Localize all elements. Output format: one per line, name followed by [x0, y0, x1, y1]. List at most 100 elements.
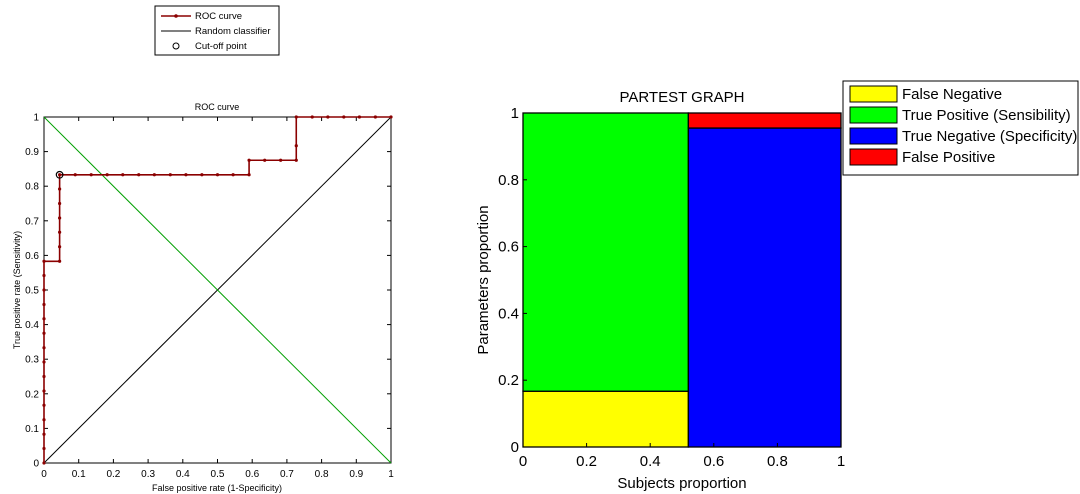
- roc-y-tick-label: 0.9: [25, 147, 39, 158]
- partest-title: PARTEST GRAPH: [619, 89, 744, 106]
- roc-x-tick-label: 1: [388, 469, 394, 480]
- roc-curve-point: [42, 346, 46, 350]
- roc-curve-point: [42, 273, 46, 278]
- roc-y-tick-label: 0.4: [25, 320, 39, 331]
- roc-x-tick-label: 0.9: [349, 469, 363, 480]
- roc-curve-point: [247, 158, 251, 162]
- roc-curve-point: [42, 403, 46, 407]
- roc-curve-point: [342, 115, 346, 119]
- partest-x-tick-label: 1: [837, 453, 845, 470]
- partest-legend-label-fn: False Negative: [902, 86, 1002, 103]
- roc-curve-point: [42, 432, 46, 436]
- roc-y-tick-label: 0.2: [25, 389, 39, 400]
- partest-segments: [522, 112, 842, 448]
- partest-y-tick-label: 1: [511, 105, 519, 122]
- partest-segment-true-positive: [522, 112, 690, 392]
- roc-curve-point: [58, 245, 62, 249]
- partest-y-tick-label: 0.4: [498, 305, 519, 322]
- roc-curve-point: [42, 360, 46, 364]
- roc-legend: ROC curve Random classifier Cut-off poin…: [154, 5, 280, 56]
- partest-axes-box: [522, 112, 842, 448]
- partest-legend-label-fp: False Positive: [902, 149, 995, 166]
- roc-curve-point: [279, 158, 283, 162]
- roc-curve-point: [89, 173, 93, 177]
- roc-curve-point: [389, 115, 393, 119]
- roc-curve-point: [42, 259, 46, 263]
- roc-curve-point: [357, 115, 362, 119]
- roc-curve-point: [184, 173, 188, 177]
- roc-legend-label-random: Random classifier: [195, 26, 271, 37]
- partest-legend-swatch-tn: [849, 127, 898, 145]
- roc-curve-point: [42, 418, 46, 422]
- partest-y-ticks: 0 0.2 0.4 0.6 0.8 1: [498, 105, 527, 456]
- partest-x-tick-label: 0: [519, 453, 527, 470]
- roc-y-ticks: 0 0.1 0.2 0.3 0.4 0.5 0.6 0.7 0.8 0.9 1: [25, 113, 391, 470]
- partest-legend-swatch-fn: [849, 85, 898, 103]
- roc-curve-point: [294, 158, 298, 162]
- roc-curve-point: [215, 173, 220, 177]
- roc-curve-point: [58, 216, 62, 220]
- partest-x-axis-label: Subjects proportion: [617, 475, 746, 492]
- roc-curve-point: [105, 173, 109, 177]
- roc-plot-area: 0 0.1 0.2 0.3 0.4 0.5 0.6 0.7 0.8 0.9 1 0 0.1 0.2 0.3…: [25, 113, 394, 481]
- roc-curve-point: [373, 115, 377, 119]
- roc-title: ROC curve: [195, 102, 240, 112]
- roc-x-tick-label: 0.7: [280, 469, 294, 480]
- roc-legend-marker-roc: [174, 14, 178, 18]
- roc-x-tick-label: 0.5: [211, 469, 225, 480]
- roc-legend-label-roc: ROC curve: [195, 11, 242, 22]
- roc-curve-point: [42, 446, 46, 451]
- partest-x-ticks: 0 0.2 0.4 0.6 0.8 1: [519, 443, 845, 470]
- roc-curve-point: [58, 259, 62, 263]
- roc-y-tick-label: 0.5: [25, 286, 39, 297]
- roc-curve-point: [168, 173, 172, 177]
- roc-curve-point: [58, 187, 62, 191]
- roc-curve-point: [42, 389, 46, 393]
- roc-curve-point: [326, 115, 330, 119]
- partest-y-tick-label: 0: [511, 439, 519, 456]
- partest-legend-label-tp: True Positive (Sensibility): [902, 107, 1071, 124]
- roc-curve-point: [294, 144, 298, 148]
- partest-legend-swatch-tp: [849, 106, 898, 124]
- roc-y-tick-label: 0.3: [25, 355, 39, 366]
- roc-x-tick-label: 0.4: [176, 469, 190, 480]
- partest-y-tick-label: 0.8: [498, 172, 519, 189]
- cutoff-point-marker: [55, 170, 64, 179]
- partest-segment-true-negative: [687, 127, 842, 448]
- roc-curve-point: [73, 173, 77, 177]
- roc-y-axis-label: True positive rate (Sensitivity): [12, 231, 22, 349]
- partest-plot-area: 0 0.2 0.4 0.6 0.8 1 0 0.2 0.4 0.6 0.8 1: [498, 105, 845, 470]
- roc-curve-line: [43, 116, 391, 463]
- roc-curve-point: [42, 331, 46, 335]
- partest-legend-swatch-fp: [849, 148, 898, 166]
- roc-curve-point: [42, 461, 46, 465]
- roc-curve-point: [263, 158, 267, 162]
- roc-x-tick-label: 0.6: [245, 469, 259, 480]
- partest-legend: False Negative True Positive (Sensibilit…: [842, 80, 1079, 176]
- roc-curve-point: [42, 374, 46, 379]
- roc-y-tick-label: 1: [33, 113, 39, 124]
- roc-y-tick-label: 0.7: [25, 216, 39, 227]
- roc-curve-point: [137, 173, 141, 177]
- roc-x-axis-label: False positive rate (1-Specificity): [152, 483, 282, 493]
- roc-curve-point: [121, 173, 125, 177]
- partest-y-tick-label: 0.6: [498, 239, 519, 256]
- roc-x-tick-label: 0.2: [106, 469, 120, 480]
- roc-curve-point: [294, 115, 298, 119]
- roc-series-group: [42, 115, 393, 465]
- roc-legend-label-cutoff: Cut-off point: [195, 41, 247, 52]
- partest-segment-false-positive: [687, 112, 842, 129]
- roc-y-tick-label: 0.1: [25, 424, 39, 435]
- roc-x-tick-label: 0.3: [141, 469, 155, 480]
- partest-x-tick-label: 0.6: [703, 453, 724, 470]
- roc-x-tick-label: 0.1: [72, 469, 86, 480]
- roc-curve-point: [231, 173, 235, 177]
- roc-curve-point: [200, 173, 204, 177]
- roc-curve-point: [58, 230, 62, 234]
- roc-curve-point: [58, 173, 62, 177]
- roc-y-tick-label: 0.6: [25, 251, 39, 262]
- partest-y-axis-label: Parameters proportion: [475, 205, 492, 354]
- partest-x-tick-label: 0.2: [576, 453, 597, 470]
- roc-curve-point: [152, 173, 156, 177]
